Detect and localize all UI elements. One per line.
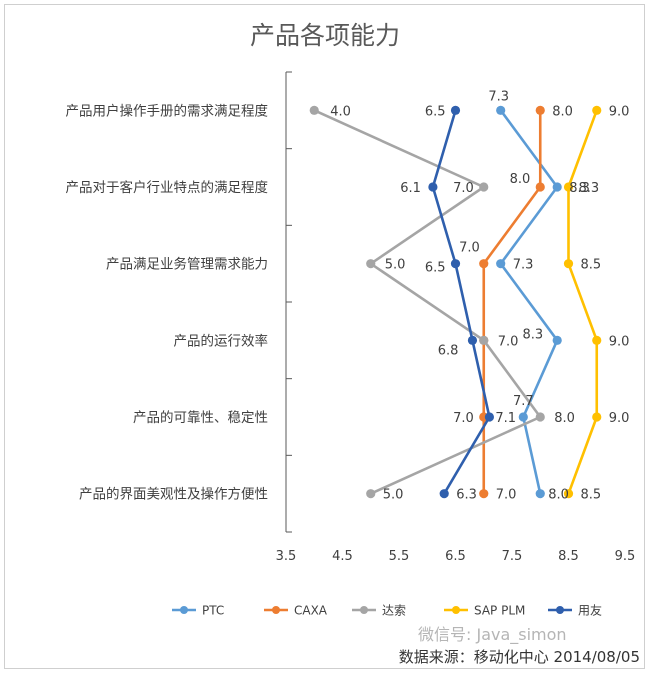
category-label: 产品的界面美观性及操作方便性 [79,487,268,503]
data-point [496,259,506,269]
chart-title: 产品各项能力 [250,21,400,50]
data-label: 9.0 [609,104,630,119]
data-point [479,182,489,192]
data-label: 7.0 [453,181,474,196]
legend-label: SAP PLM [474,604,525,618]
legend-swatch-marker [360,606,368,614]
legend-label: PTC [202,604,224,618]
category-label: 产品的运行效率 [174,332,269,349]
legend-label: CAXA [294,604,328,618]
data-point [450,105,461,115]
data-point [479,335,489,345]
data-point [439,489,449,499]
data-point [552,182,562,192]
series-line-caxa [482,110,542,494]
data-label: 7.1 [495,411,516,426]
category-label: 产品满足业务管理需求能力 [106,257,268,273]
data-point [366,259,376,269]
data-point [535,489,545,499]
legend-swatch-marker [272,606,280,614]
data-label: 6.1 [400,181,421,196]
data-label: 9.0 [609,334,630,349]
data-label: 7.3 [488,89,509,104]
data-point [563,259,574,269]
x-tick-label: 3.5 [276,549,297,564]
x-tick-label: 7.5 [502,549,523,564]
data-label: 6.3 [456,488,477,503]
data-label: 7.0 [496,488,517,503]
x-tick-label: 9.5 [615,549,636,564]
data-label: 7.0 [498,334,519,349]
x-tick-label: 5.5 [389,549,410,564]
x-tick-label: 6.5 [445,549,466,564]
data-label: 7.7 [513,394,534,409]
data-point [518,412,528,422]
data-label: 4.0 [330,104,351,119]
category-label: 产品的可靠性、稳定性 [133,410,268,426]
data-point [535,105,545,115]
series-line-sap-plm [567,109,599,495]
series-line-用友 [431,109,491,495]
axes: 产品用户操作手册的需求满足程度产品对于客户行业特点的满足程度产品满足业务管理需求… [66,71,636,564]
data-label: 8.5 [581,258,602,273]
data-label: 6.8 [438,343,459,358]
data-point [592,105,602,115]
series-line-ptc [499,109,559,494]
data-point [467,335,478,345]
x-tick-label: 8.5 [558,549,579,564]
data-label: 7.0 [453,411,474,426]
data-label: 8.0 [548,488,569,503]
legend-swatch-marker [452,606,460,614]
data-label: 8.3 [579,181,600,196]
legend-label: 用友 [578,604,602,618]
data-label: 7.3 [513,258,534,273]
data-point [366,489,376,499]
data-label: 6.5 [425,104,446,119]
data-point [592,412,602,422]
data-label: 9.0 [609,411,630,426]
legend-swatch-marker [180,606,188,614]
data-point [479,489,489,499]
data-label: 6.5 [425,261,446,276]
data-label: 5.0 [385,258,406,273]
watermark-text: 微信号: Java_simon [418,625,567,645]
data-label: 8.5 [581,488,602,503]
data-point [496,105,506,115]
x-tick-label: 4.5 [332,549,353,564]
data-point [592,335,602,345]
legend: PTC CAXA 达索 SAP PLM 用友 [172,604,602,618]
legend-label: 达索 [382,604,406,618]
data-label: 8.0 [552,104,573,119]
data-point [309,105,319,115]
data-label: 8.3 [569,181,590,196]
data-source-note: 数据来源：移动化中心 2014/08/05 [399,648,640,666]
data-point [450,259,461,269]
data-point [479,259,489,269]
data-point [484,412,494,422]
data-point [563,182,574,192]
category-label: 产品用户操作手册的需求满足程度 [66,102,269,119]
data-point [552,335,562,345]
data-label: 8.0 [510,172,531,187]
data-point [535,182,545,192]
data-point [428,182,438,192]
legend-swatch-marker [556,606,564,614]
series-line-达索 [313,109,542,495]
category-label: 产品对于客户行业特点的满足程度 [66,179,269,196]
data-label: 8.3 [523,327,544,342]
data-label: 8.0 [554,411,575,426]
data-point [563,489,574,499]
data-label: 5.0 [383,488,404,503]
series-layer [309,105,602,499]
data-label: 7.0 [459,241,480,256]
data-point [535,412,545,422]
data-labels: 7.3 8.3 7.3 8.3 7.7 8.0 8.0 8.0 7.0 7.0 7.0 4.0 7.0 5… [330,89,629,502]
